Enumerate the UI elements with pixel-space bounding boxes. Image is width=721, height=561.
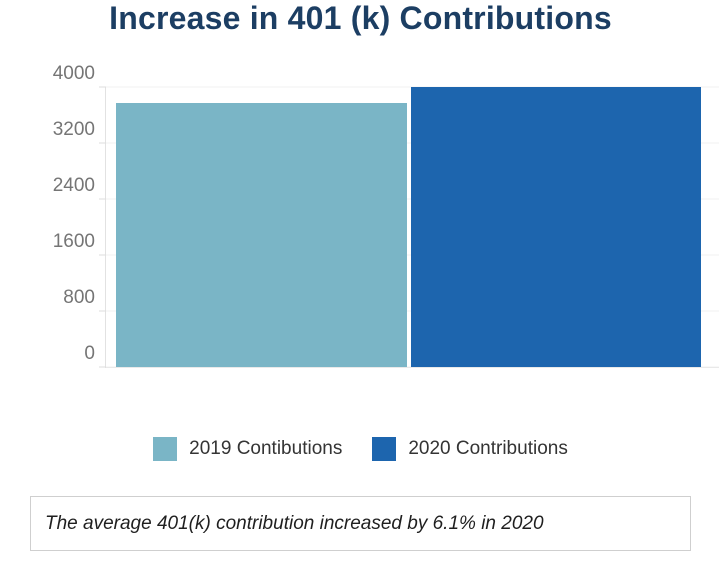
ytick-800 xyxy=(99,310,106,312)
caption-box: The average 401(k) contribution increase… xyxy=(30,496,691,551)
legend-label: 2019 Contibutions xyxy=(189,438,343,459)
ytick-label-3200: 3200 xyxy=(52,119,95,140)
ytick-label-2400: 2400 xyxy=(52,175,95,196)
ytick-label-4000: 4000 xyxy=(52,63,95,84)
ytick-1600 xyxy=(99,254,106,256)
legend-swatch-icon xyxy=(372,437,397,461)
legend-label: 2020 Contributions xyxy=(408,438,568,459)
ytick-2400 xyxy=(99,198,106,200)
plot-area: 0 800 1600 2400 3200 4000 xyxy=(53,63,719,368)
bar-2019-contributions xyxy=(116,103,407,367)
legend-item-2020: 2020 Contributions xyxy=(372,437,568,461)
ytick-label-800: 800 xyxy=(63,287,95,308)
legend-swatch-icon xyxy=(153,437,178,461)
ytick-0 xyxy=(99,366,106,368)
chart-legend: 2019 Contibutions 2020 Contributions xyxy=(0,435,721,463)
bar-2020-contributions xyxy=(410,87,701,367)
gridline-0 xyxy=(106,366,719,368)
caption-text: The average 401(k) contribution increase… xyxy=(45,512,544,534)
bars-container xyxy=(106,87,719,367)
ytick-label-0: 0 xyxy=(84,343,95,364)
ytick-3200 xyxy=(99,142,106,144)
ytick-4000 xyxy=(99,86,106,88)
legend-item-2019: 2019 Contibutions xyxy=(153,437,342,461)
chart-title: Increase in 401 (k) Contributions xyxy=(109,0,612,36)
ytick-label-1600: 1600 xyxy=(52,231,95,252)
